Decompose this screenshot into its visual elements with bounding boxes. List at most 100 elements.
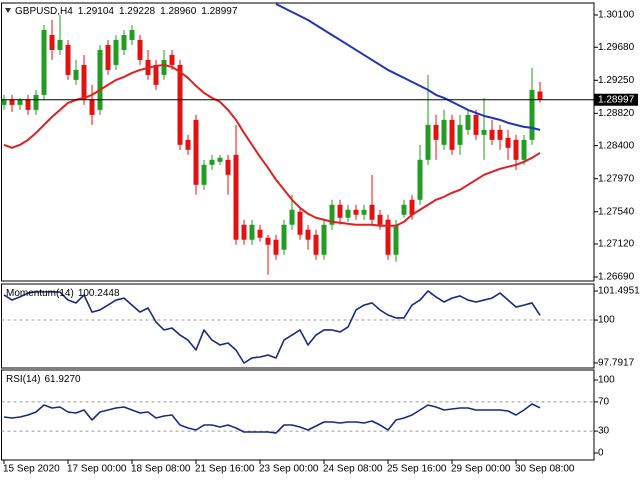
indicator-value: 61.9270 [44, 374, 81, 385]
candle-body [81, 64, 87, 100]
symbol: GBPUSD,H4 [15, 6, 73, 17]
candle-body [137, 39, 143, 60]
candle-body [105, 44, 111, 70]
indicator-header: RSI(14) 61.9270 [6, 374, 81, 385]
candle-body [257, 229, 263, 238]
candle-body [473, 114, 479, 135]
candle-body [361, 209, 367, 215]
y-tick-label: 1.28400 [598, 140, 635, 151]
candle-body [377, 214, 383, 225]
candle-body [409, 199, 415, 215]
candle-body [225, 159, 231, 175]
quote: 1.28960 [160, 6, 197, 17]
x-tick-label: 29 Sep 00:00 [451, 464, 511, 475]
y-tick-label: 1.27540 [598, 206, 635, 217]
y-tick-label: 1.26690 [598, 272, 635, 283]
indicator-header: Momentum(14) 100.2448 [6, 288, 120, 299]
indicator-line [3, 290, 541, 364]
y-tick-label: 97.7917 [598, 358, 635, 369]
candle-body [505, 137, 511, 148]
candle-body [433, 124, 439, 140]
y-tick-label: 1.27970 [598, 173, 635, 184]
candle-body [161, 59, 167, 75]
x-tick-label: 17 Sep 00:00 [67, 464, 127, 475]
candle-body [33, 94, 39, 110]
candle-body [1, 99, 7, 105]
x-tick-label: 18 Sep 08:00 [131, 464, 191, 475]
candle-body [97, 49, 103, 110]
x-tick-label: 23 Sep 00:00 [259, 464, 319, 475]
candle-body [369, 204, 375, 220]
y-tick-label: 1.27120 [598, 239, 635, 250]
indicator-name: RSI(14) [6, 374, 40, 385]
y-tick-label: 1.28820 [598, 108, 635, 119]
candle-body [441, 119, 447, 145]
x-tick-label: 25 Sep 16:00 [387, 464, 447, 475]
candle-body [9, 99, 15, 105]
y-tick-label: 100 [598, 375, 615, 386]
candle-body [417, 159, 423, 200]
moving-average [3, 63, 541, 227]
y-tick-label: 1.30100 [598, 10, 635, 21]
x-tick-label: 24 Sep 08:00 [323, 464, 383, 475]
candle-body [329, 204, 335, 225]
candle-body [249, 224, 255, 240]
y-tick-label: 100 [598, 315, 615, 326]
candle-body [185, 139, 191, 150]
y-tick-label: 0 [598, 448, 604, 459]
candle-body [449, 119, 455, 150]
candle-body [537, 91, 543, 100]
candle-body [297, 211, 303, 235]
candle-body [57, 39, 63, 50]
candle-body [337, 204, 343, 218]
candle-body [25, 99, 31, 110]
x-tick-label: 30 Sep 08:00 [515, 464, 575, 475]
x-tick-label: 21 Sep 16:00 [195, 464, 255, 475]
candle-body [393, 224, 399, 255]
candle-body [281, 224, 287, 250]
candle-body [425, 124, 431, 160]
candle-body [529, 89, 535, 140]
candle-body [121, 34, 127, 50]
candle-body [41, 29, 47, 95]
y-tick-label: 30 [598, 426, 610, 437]
panel-frame [1, 2, 595, 282]
candle-body [305, 229, 311, 240]
candle-body [49, 34, 55, 50]
candle-body [345, 209, 351, 218]
candle-body [273, 239, 279, 255]
panel-frame [1, 283, 595, 369]
x-tick-label: 15 Sep 2020 [3, 464, 60, 475]
candle-body [193, 119, 199, 185]
symbol-header: GBPUSD,H4 1.29104 1.29228 1.28960 1.28997 [15, 6, 238, 17]
candle-body [289, 209, 295, 225]
candle-body [353, 209, 359, 215]
candle-body [73, 69, 79, 80]
candle-body [521, 139, 527, 160]
candle-body [489, 129, 495, 140]
quote: 1.29228 [119, 6, 156, 17]
candle-body [385, 219, 391, 255]
candle-body [65, 44, 71, 75]
candle-body [457, 124, 463, 145]
indicator-value: 100.2448 [78, 288, 120, 299]
indicator-name: Momentum(14) [6, 288, 74, 299]
price-tag-label: 1.28997 [598, 94, 635, 105]
quote: 1.28997 [201, 6, 238, 17]
candle-body [497, 129, 503, 140]
candle-body [465, 114, 471, 130]
candle-body [169, 54, 175, 65]
y-tick-label: 101.4951 [598, 286, 640, 297]
candle-body [153, 64, 159, 85]
candle-body [89, 99, 95, 115]
price-tag [594, 93, 638, 106]
symbol-icon [5, 8, 11, 13]
candle-body [321, 224, 327, 255]
candle-body [481, 129, 487, 135]
moving-average [275, 3, 541, 131]
panel-frame [1, 369, 595, 461]
y-tick-label: 70 [598, 397, 610, 408]
